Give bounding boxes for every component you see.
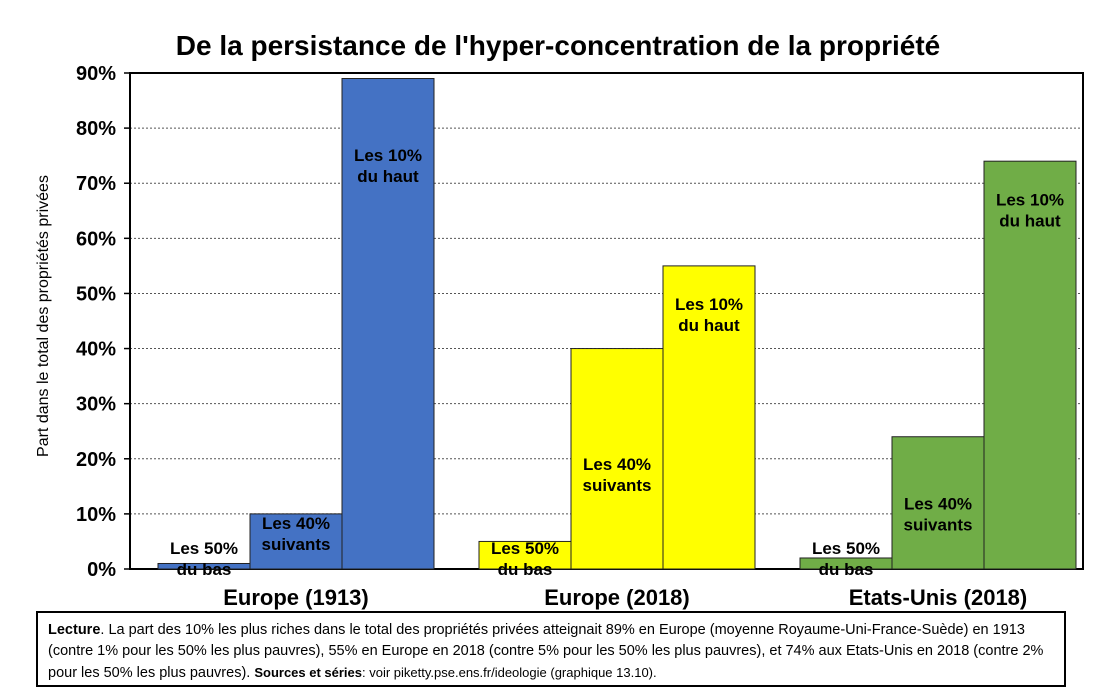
bar-label: Les 40% (262, 514, 330, 533)
y-tick-label: 40% (76, 339, 116, 361)
bar (983, 160, 1077, 570)
y-tick-label: 30% (76, 394, 116, 416)
bar-label: Les 40% (583, 455, 651, 474)
bar-label: du haut (999, 211, 1061, 230)
bar (249, 513, 343, 570)
bar (662, 265, 756, 570)
bar (570, 348, 664, 570)
bar-label: suivants (904, 515, 973, 534)
bar-labels: Les 50% du bas Les 40% suivants Les 10% du ha… (170, 146, 1064, 579)
y-axis-label: Part dans le total des propriétés privée… (35, 175, 52, 457)
bar-label: Les 10% (675, 295, 743, 314)
y-tick-label: 70% (76, 173, 116, 195)
bar-label: Les 50% (812, 539, 880, 558)
group-label: Etats-Unis (2018) (849, 585, 1028, 610)
bar-label: Les 10% (996, 190, 1064, 209)
bar-label: Les 10% (354, 146, 422, 165)
bar-label: du haut (678, 316, 740, 335)
bar-label: suivants (262, 535, 331, 554)
chart-title: De la persistance de l'hyper-concentrati… (175, 30, 941, 61)
group-label: Europe (2018) (544, 585, 690, 610)
bar (478, 540, 572, 570)
group-labels: Europe (1913) Europe (2018) Etats-Unis (20… (223, 585, 1027, 610)
reading-note: Lecture. La part des 10% les plus riches… (36, 611, 1066, 687)
sources-text: : voir piketty.pse.ens.fr/ideologie (gra… (362, 665, 657, 680)
y-tick-label: 60% (76, 228, 116, 250)
bar-label: du haut (357, 167, 419, 186)
bars (157, 78, 1077, 570)
bar-label: du bas (498, 560, 553, 579)
y-tick-label: 0% (87, 559, 116, 581)
y-tick-label: 90% (76, 63, 116, 85)
lecture-label: Lecture (48, 622, 101, 638)
bar (341, 78, 435, 570)
bar-label: Les 50% (491, 539, 559, 558)
y-tick-label: 10% (76, 504, 116, 526)
bar-label: du bas (819, 560, 874, 579)
sources-label: Sources et séries (254, 665, 363, 680)
group-label: Europe (1913) (223, 585, 369, 610)
bar-label: Les 40% (904, 494, 972, 513)
y-tick-label: 50% (76, 283, 116, 305)
lecture-text: . La part des 10% les plus riches dans l… (48, 622, 1044, 681)
bar-label: Les 50% (170, 539, 238, 558)
bar-label: suivants (583, 476, 652, 495)
bar-label: du bas (177, 560, 232, 579)
bar (891, 436, 985, 570)
y-tick-labels: 0% 10% 20% 30% 40% 50% 60% 70% 80% 90% (76, 63, 116, 581)
y-tick-label: 20% (76, 449, 116, 471)
bar-chart: 0% 10% 20% 30% 40% 50% 60% 70% 80% 90% Part dans … (35, 63, 1084, 610)
y-tick-label: 80% (76, 118, 116, 140)
